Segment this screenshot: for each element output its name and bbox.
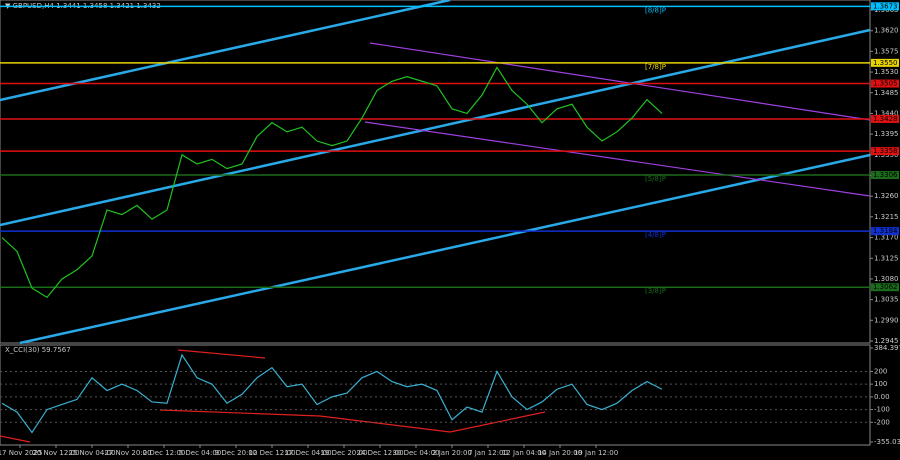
y-tick-label: -200 [874,418,890,426]
y-tick-label: 1.2945 [874,337,899,345]
level-tag-bg [871,58,899,67]
y-tick-label: 1.3125 [874,254,899,262]
y-tick-label: 1.3080 [874,275,899,283]
level-tag-bg [871,114,899,123]
y-tick-label: 1.2990 [874,316,899,324]
y-tick-label: 100 [874,380,887,388]
y-tick-label: 1.3485 [874,89,899,97]
x-tick-label: 30 Dec 04:00 [392,449,439,457]
y-tick-label: 1.3620 [874,27,899,35]
x-tick-label: 9 Dec 20:00 [215,449,258,457]
cci-frame [0,344,871,446]
level-label: [7/8]P [645,63,666,71]
level-tag-bg [871,227,899,236]
level-tag: 1.3358 [873,147,898,155]
y-tick-label: 1.3530 [874,68,899,76]
x-tick-label: 19 Jan 12:00 [574,449,618,457]
divergence-line [159,409,321,417]
x-tick-label: 7 Jan 12:00 [468,449,508,457]
divergence-line [0,435,31,443]
divergence [0,349,546,443]
y-tick-label: 200 [874,367,887,375]
channel-line [364,121,871,197]
channel-line [0,28,871,227]
x-tick-label: 17 Nov 2025 [0,449,42,457]
y-tick-label: 1.3035 [874,296,899,304]
level-label: [8/8]P [645,6,666,14]
level-tag: 1.3184 [873,227,898,235]
y-tick-label: -100 [874,406,890,414]
x-tick-label: 14 Jan 20:00 [538,449,582,457]
x-tick-label: 2 Dec 12:00 [143,449,186,457]
level-tag-bg [871,171,899,180]
level-tag-bg [871,2,899,11]
x-tick-label: 12 Jan 04:00 [502,449,546,457]
y-tick-label: 1.3575 [874,47,899,55]
level-tag: 1.3062 [873,283,898,291]
level-tag-bg [871,283,899,292]
y-tick-label: 1.3395 [874,130,899,138]
y-tick-label: 1.3170 [874,234,899,242]
y-tick-label: 1.3260 [874,192,899,200]
level-label: [3/8]P [645,287,666,295]
divergence-line [449,411,546,433]
level-label: [5/8]P [645,175,666,183]
y-tick-label: 1.3440 [874,109,899,117]
x-tick-label: 2 Jan 20:00 [432,449,472,457]
main-frame [0,0,871,344]
x-tick-label: 25 Nov 04:00 [68,449,115,457]
x-tick-label: 19 Dec 20:00 [320,449,367,457]
channel-line [369,42,871,121]
x-tick-label: 12 Dec 12:00 [248,449,295,457]
level-tag: 1.3505 [873,80,898,88]
x-tick-label: 20 Nov 12:00 [32,449,79,457]
cci-title: X_CCI(30) 59.7567 [5,346,71,354]
level-tag: 1.3306 [873,171,898,179]
divergence-line [177,349,266,359]
y-tick-label: 1.3215 [874,213,899,221]
down-channel [364,42,871,197]
x-tick-label: 5 Dec 04:00 [179,449,222,457]
channel-line [0,0,451,102]
series-line [1,353,663,434]
level-label: [4/8]P [645,231,666,239]
channel-line [19,153,871,345]
x-tick-label: 27 Nov 20:00 [104,449,151,457]
level-tag-bg [871,79,899,88]
y-tick-label: 384.3971 [874,344,900,352]
trend-lines [0,0,871,345]
level-tag: 1.3673 [873,2,898,10]
divergence-line [319,415,451,433]
series-line [1,66,663,299]
level-tag-bg [871,147,899,156]
y-tick-label: 0.00 [874,393,890,401]
x-tick-label: 24 Dec 12:00 [356,449,403,457]
level-tag: 1.3428 [873,115,898,123]
level-tag: 1.3550 [873,59,898,67]
x-tick-label: 17 Dec 04:00 [284,449,331,457]
